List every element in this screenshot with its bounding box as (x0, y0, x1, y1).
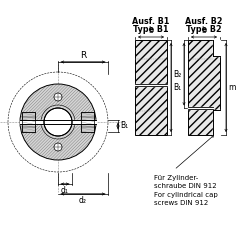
Text: Ausf. B1: Ausf. B1 (132, 17, 170, 26)
Text: Für Zylinder-: Für Zylinder- (154, 175, 198, 181)
Text: schraube DIN 912: schraube DIN 912 (154, 183, 216, 189)
Text: Type B1: Type B1 (133, 25, 169, 34)
Text: d₁: d₁ (61, 186, 69, 195)
Bar (22, 112, 35, 132)
Text: screws DIN 912: screws DIN 912 (154, 200, 208, 206)
Text: Ausf. B2: Ausf. B2 (185, 17, 223, 26)
Bar (135, 40, 167, 135)
Bar (188, 40, 220, 135)
Text: d₂: d₂ (79, 196, 87, 205)
Text: B₁: B₁ (120, 122, 128, 130)
Text: B₂: B₂ (174, 70, 182, 79)
Polygon shape (213, 110, 220, 135)
Text: Type B2: Type B2 (186, 25, 222, 34)
Circle shape (20, 84, 96, 160)
Text: B₁: B₁ (173, 83, 181, 92)
Text: b: b (202, 26, 206, 35)
Bar (22, 112, 35, 132)
Circle shape (54, 143, 62, 151)
Text: b: b (148, 26, 154, 35)
Text: R: R (80, 51, 86, 60)
Circle shape (54, 93, 62, 101)
Text: For cylindrical cap: For cylindrical cap (154, 192, 218, 198)
Circle shape (44, 108, 72, 136)
Text: m: m (228, 83, 235, 92)
Bar (81, 112, 94, 132)
Polygon shape (213, 40, 220, 56)
Bar (81, 112, 94, 132)
